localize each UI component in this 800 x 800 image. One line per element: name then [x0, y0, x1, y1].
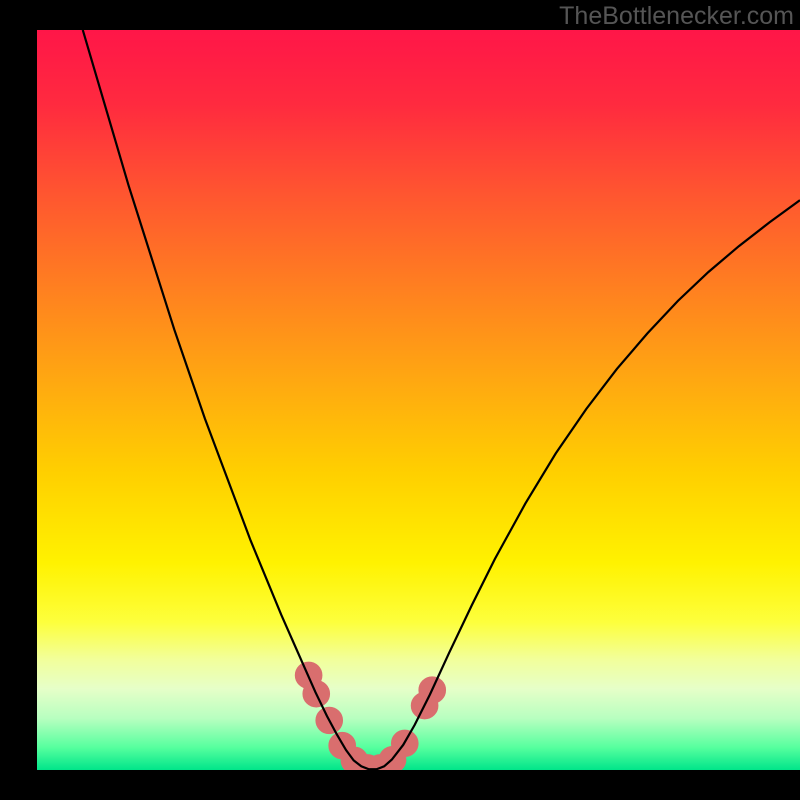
- plot-area: [37, 30, 800, 770]
- chart-svg: [37, 30, 800, 770]
- watermark-text: TheBottlenecker.com: [559, 2, 794, 31]
- main-curve: [83, 30, 800, 769]
- markers: [299, 665, 443, 770]
